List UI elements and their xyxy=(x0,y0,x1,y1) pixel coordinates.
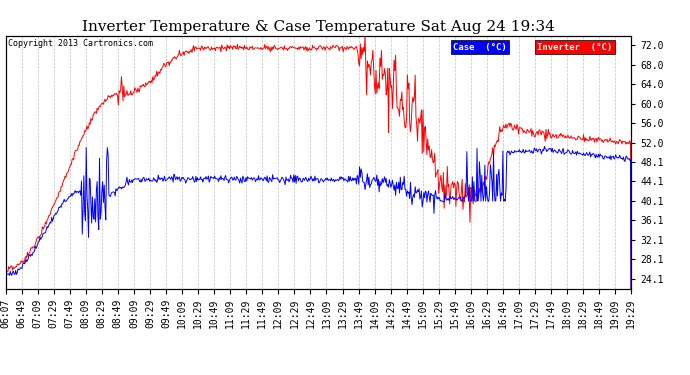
Text: Case  (°C): Case (°C) xyxy=(453,42,506,51)
Title: Inverter Temperature & Case Temperature Sat Aug 24 19:34: Inverter Temperature & Case Temperature … xyxy=(82,21,555,34)
Text: Inverter  (°C): Inverter (°C) xyxy=(538,42,613,51)
Text: Copyright 2013 Cartronics.com: Copyright 2013 Cartronics.com xyxy=(8,39,153,48)
